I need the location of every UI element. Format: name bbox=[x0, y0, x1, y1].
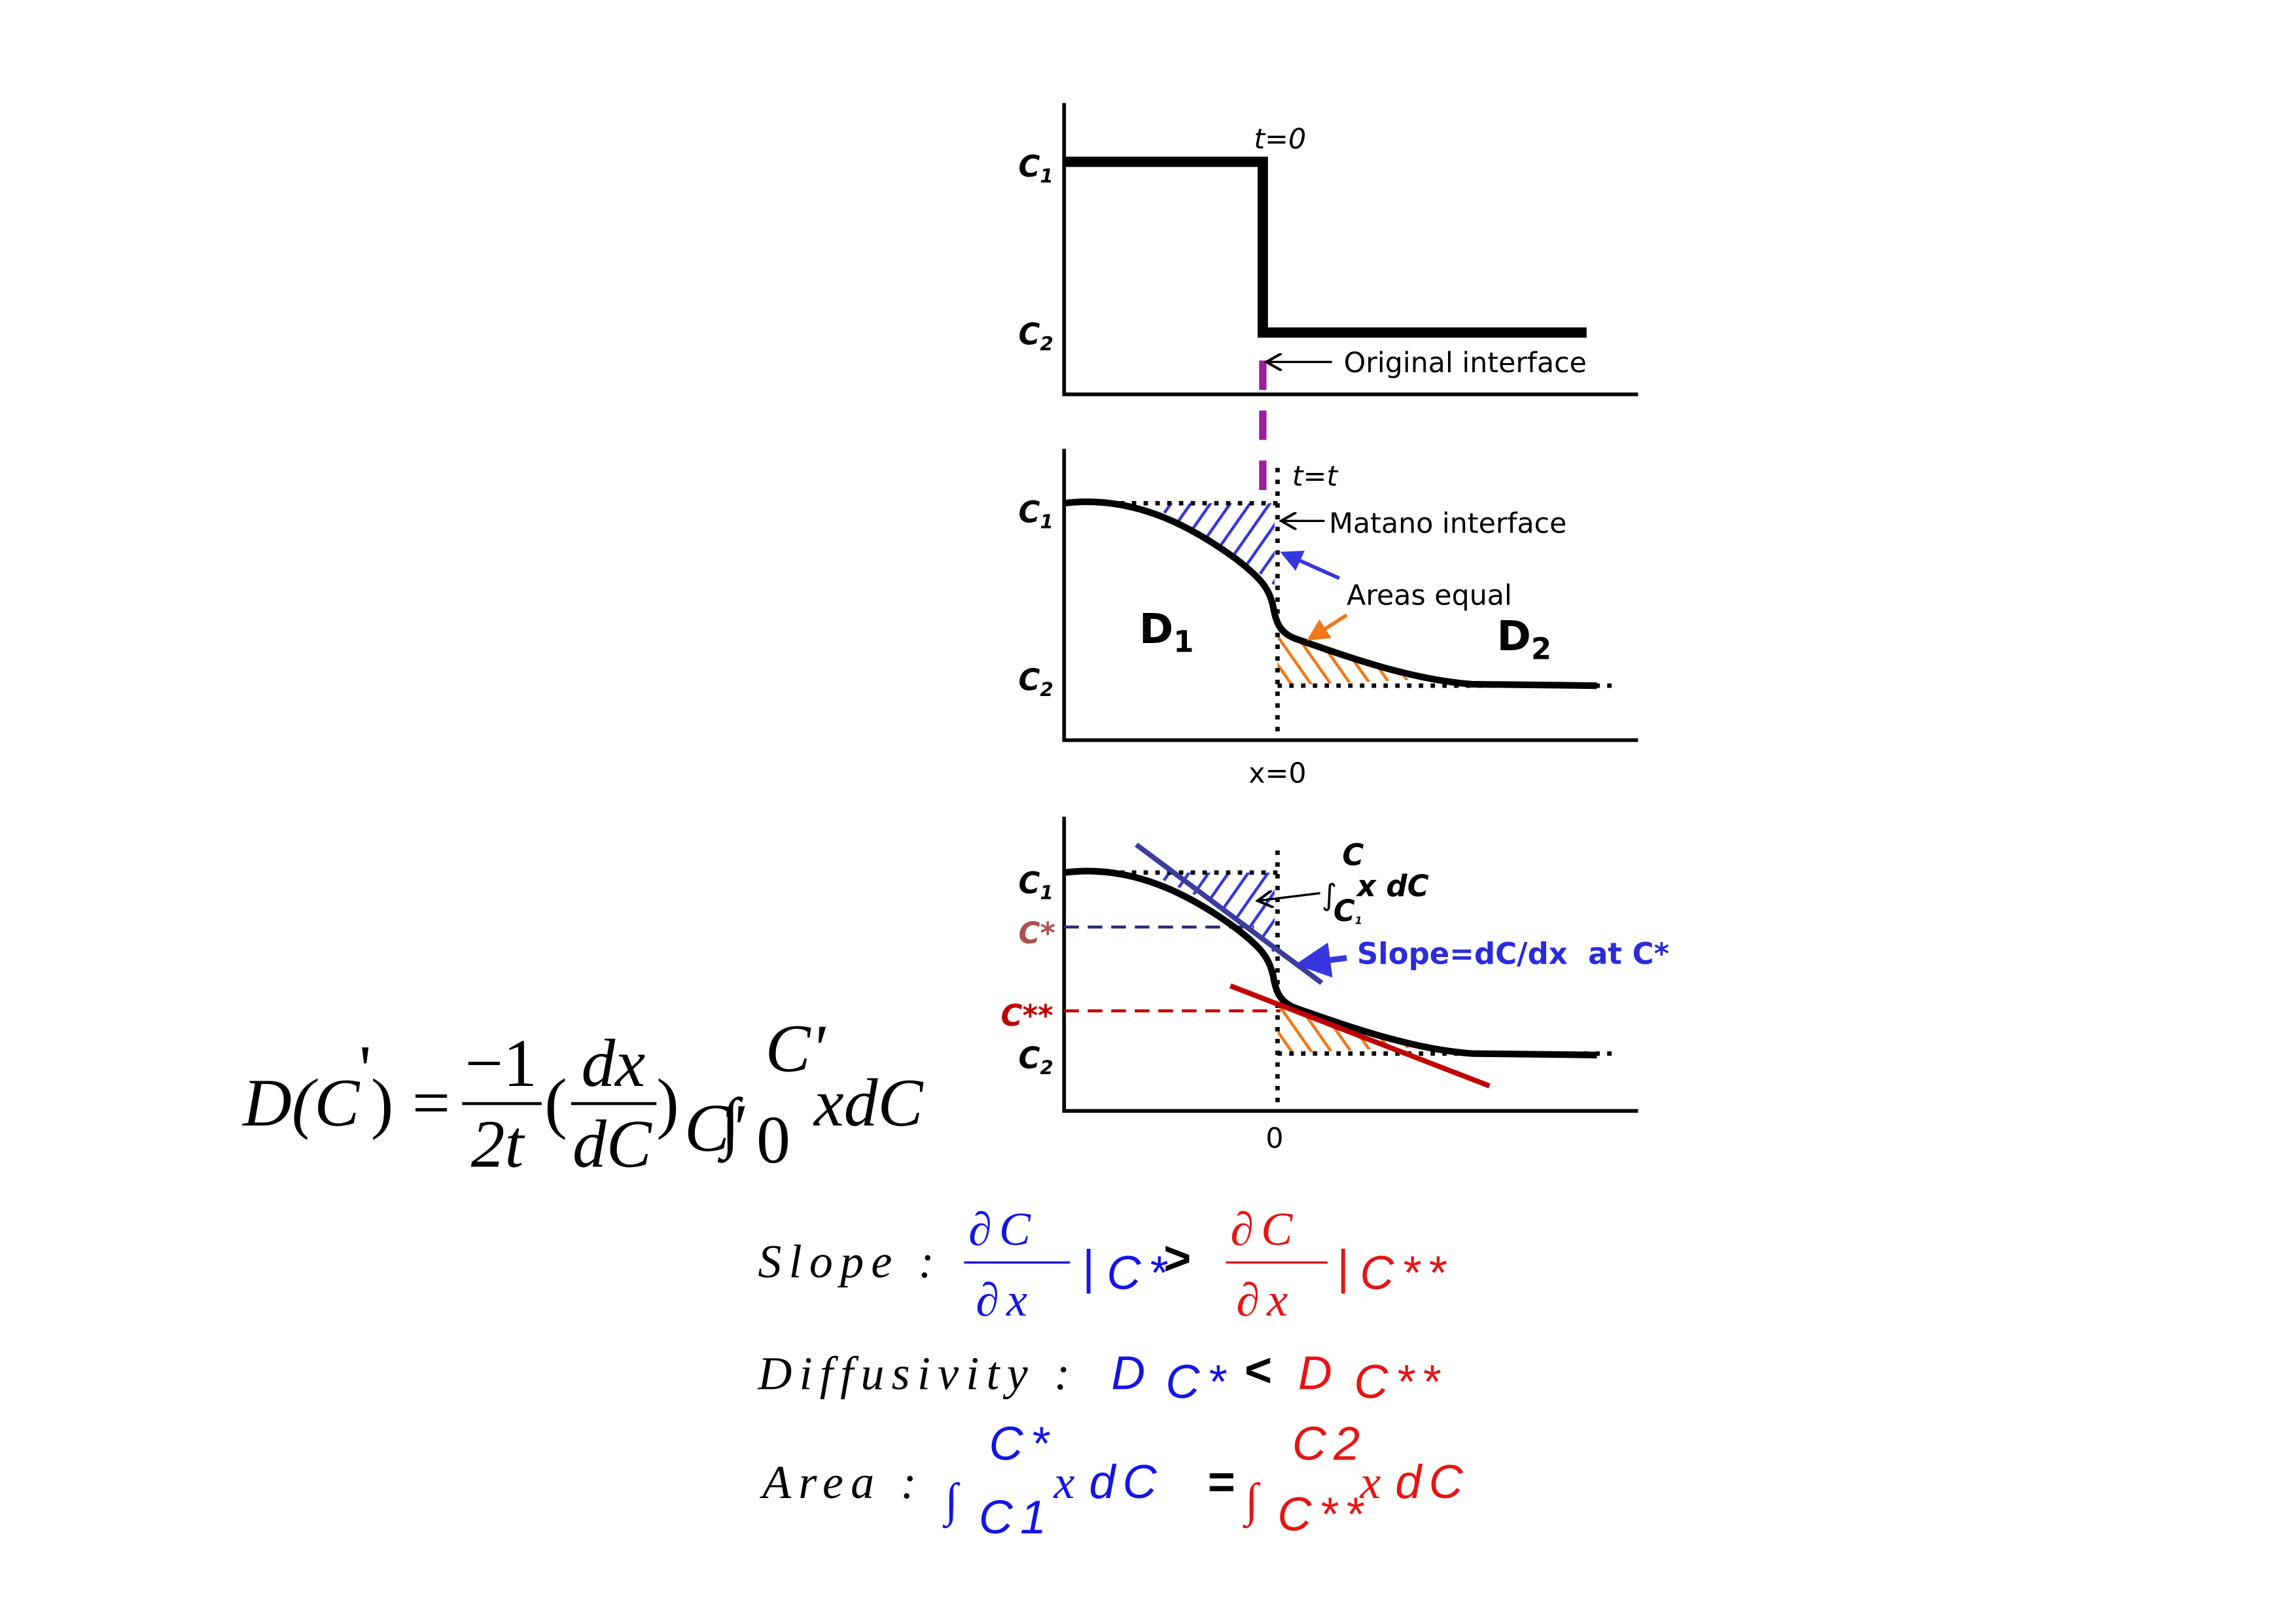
slope-right-num: ∂C bbox=[1230, 1203, 1299, 1255]
area-right-lower: C** bbox=[1277, 1488, 1370, 1541]
c-star-star-label: C** bbox=[1001, 998, 1053, 1033]
x-label: 0 bbox=[1265, 1122, 1283, 1155]
d1-label: D1 bbox=[1139, 605, 1194, 659]
blue-hatch bbox=[1162, 503, 1275, 586]
formula-integrand: xdC bbox=[813, 1066, 924, 1141]
reference-lines bbox=[1096, 468, 1612, 741]
c1-label: C1 bbox=[1019, 865, 1053, 903]
tangent-c-star-star bbox=[1229, 983, 1491, 1089]
formula-open: ( bbox=[544, 1066, 567, 1141]
time-label: t=0 bbox=[1254, 123, 1306, 156]
c2-label: C2 bbox=[1019, 1041, 1053, 1079]
formula-integral: ∫ bbox=[717, 1085, 743, 1163]
c1-label: C1 bbox=[1019, 149, 1053, 187]
formula-dx: dx bbox=[582, 1026, 646, 1101]
diffusivity-left-at: C* bbox=[1165, 1356, 1232, 1408]
area-right-x: x bbox=[1359, 1456, 1388, 1509]
slope-left-at: C* bbox=[1107, 1247, 1174, 1299]
middle-panel: C1 C2 t=t Matano interface Areas equal D… bbox=[1019, 449, 1638, 790]
time-label: t=t bbox=[1292, 460, 1339, 493]
d2-label: D2 bbox=[1497, 612, 1552, 666]
integrand: x dC bbox=[1356, 869, 1429, 903]
formula-lower: 0 bbox=[756, 1103, 790, 1178]
x-label: x=0 bbox=[1248, 758, 1306, 790]
c1-label: C1 bbox=[1019, 495, 1053, 533]
diffusivity-label: Diffusivity : bbox=[757, 1347, 1077, 1399]
slope-left-bar: | bbox=[1082, 1241, 1101, 1293]
integral-upper: C bbox=[1342, 838, 1364, 873]
area-op: = bbox=[1207, 1456, 1241, 1509]
arrow bbox=[1280, 550, 1341, 580]
bottom-panel: C1 C* C** C2 ∫ C C1 x dC Slope=dC/dx at … bbox=[1001, 816, 1669, 1155]
integral-lower: C1 bbox=[1333, 894, 1362, 928]
interface-label: Matano interface bbox=[1329, 507, 1566, 540]
c2-label: C2 bbox=[1019, 317, 1053, 355]
slope-right-den: ∂x bbox=[1236, 1274, 1295, 1326]
diffusivity-right: D bbox=[1298, 1347, 1339, 1399]
slope-right-at: C** bbox=[1360, 1247, 1453, 1299]
relations: Slope : ∂C ∂x | C* > ∂C ∂x | C** Diffusi… bbox=[757, 1203, 1470, 1544]
integral-sign: ∫ bbox=[1322, 877, 1337, 912]
diffusivity-left: D bbox=[1111, 1347, 1152, 1399]
formula-equals: = bbox=[412, 1066, 450, 1141]
interface-label: Original interface bbox=[1344, 347, 1587, 379]
formula-upper: C' bbox=[766, 1012, 826, 1087]
area-left-dc: dC bbox=[1089, 1456, 1165, 1509]
area-left-lower: C1 bbox=[979, 1492, 1054, 1544]
step-profile bbox=[1064, 156, 1587, 338]
slope-op: > bbox=[1163, 1232, 1197, 1285]
areas-label: Areas equal bbox=[1347, 579, 1512, 612]
arrow bbox=[1260, 893, 1320, 900]
formula-numerator: −1 bbox=[465, 1026, 537, 1101]
formula: D(C ' ) = −1 2t ( dx dC ) C' ∫ 0 C' xdC bbox=[241, 1012, 923, 1182]
slope-left-num: ∂C bbox=[968, 1203, 1038, 1255]
axes bbox=[1062, 816, 1638, 1113]
profile-curve bbox=[1063, 498, 1597, 689]
profile-curve bbox=[1063, 867, 1597, 1058]
area-left-integral: ∫ bbox=[942, 1474, 965, 1529]
axes bbox=[1062, 103, 1638, 396]
formula-close: ) bbox=[371, 1066, 393, 1141]
formula-denominator: 2t bbox=[471, 1108, 525, 1182]
orange-hatch bbox=[1277, 618, 1413, 686]
area-right-integral: ∫ bbox=[1243, 1474, 1265, 1529]
slope-label: Slope : bbox=[758, 1235, 942, 1287]
tangent-c-star bbox=[1135, 842, 1324, 985]
slope-label: Slope=dC/dx at C* bbox=[1357, 936, 1669, 971]
area-right-dc: dC bbox=[1395, 1456, 1470, 1509]
area-left-x: x bbox=[1053, 1456, 1082, 1509]
slope-right-bar: | bbox=[1336, 1241, 1356, 1293]
top-panel: C1 C2 t=0 Original interface bbox=[1019, 103, 1638, 508]
area-right-upper: C2 bbox=[1292, 1418, 1368, 1470]
formula-prime: ' bbox=[359, 1032, 372, 1107]
formula-dC: dC bbox=[573, 1108, 652, 1182]
formula-eval-sub: C' bbox=[684, 1091, 745, 1166]
diffusivity-op: < bbox=[1244, 1344, 1279, 1397]
formula-lhs: D(C bbox=[241, 1066, 360, 1141]
blue-hatch bbox=[1162, 872, 1275, 954]
slope-left-den: ∂x bbox=[976, 1274, 1034, 1326]
c2-label: C2 bbox=[1019, 663, 1053, 701]
arrow bbox=[1295, 942, 1347, 978]
formula-close-paren: ) bbox=[656, 1066, 679, 1141]
area-left-upper: C* bbox=[989, 1418, 1056, 1470]
orange-hatch bbox=[1277, 986, 1413, 1054]
c-star-label: C* bbox=[1019, 916, 1056, 951]
area-label: Area : bbox=[760, 1456, 924, 1509]
diffusivity-right-at: C** bbox=[1354, 1356, 1447, 1408]
axes bbox=[1062, 449, 1638, 742]
arrow bbox=[1307, 613, 1348, 641]
